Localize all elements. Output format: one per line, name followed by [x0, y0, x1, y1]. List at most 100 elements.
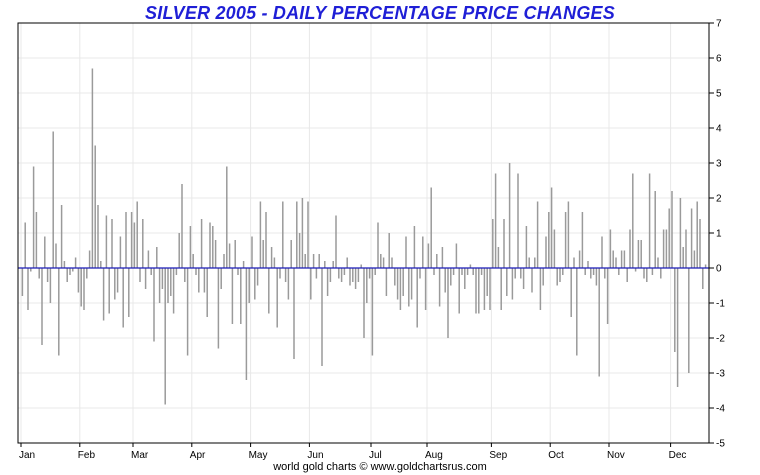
- y-tick-label: -5: [716, 439, 725, 450]
- bar: [256, 268, 259, 286]
- bar: [416, 268, 418, 328]
- bar: [436, 254, 438, 268]
- x-tick-label: Jun: [307, 450, 323, 461]
- bar: [178, 233, 180, 268]
- bar: [562, 268, 564, 275]
- bar: [35, 212, 38, 268]
- bar: [49, 268, 52, 303]
- bar: [161, 268, 164, 289]
- bar: [259, 201, 262, 268]
- bar: [24, 222, 26, 268]
- bar: [41, 268, 43, 345]
- bar: [363, 268, 365, 338]
- bar: [478, 268, 480, 314]
- bar: [514, 268, 516, 279]
- bar: [80, 268, 82, 307]
- bar: [618, 268, 620, 275]
- bar: [240, 268, 242, 324]
- x-tick-label: May: [249, 450, 268, 461]
- x-tick-label: Oct: [548, 450, 564, 461]
- bar: [156, 247, 158, 268]
- bar: [489, 268, 491, 310]
- bar: [158, 268, 161, 303]
- bar: [371, 268, 374, 356]
- bar: [105, 215, 108, 268]
- bar: [422, 236, 424, 268]
- bar: [427, 243, 430, 268]
- bar: [287, 268, 290, 300]
- bar: [595, 268, 598, 286]
- y-tick-label: 3: [716, 159, 722, 170]
- bar: [231, 268, 234, 324]
- bar: [433, 268, 435, 275]
- bar: [405, 236, 407, 268]
- bar: [548, 212, 550, 268]
- bar: [122, 268, 124, 328]
- bar: [632, 173, 634, 268]
- bar: [242, 261, 245, 268]
- bar: [111, 219, 113, 268]
- bar: [293, 268, 295, 359]
- y-tick-label: 5: [716, 89, 722, 100]
- bar: [665, 229, 668, 268]
- bar: [447, 268, 449, 338]
- bar: [304, 254, 306, 268]
- bar: [570, 268, 572, 317]
- bar: [357, 268, 360, 282]
- bar: [144, 268, 147, 289]
- bar: [640, 240, 642, 268]
- bar: [430, 187, 432, 268]
- bar: [100, 261, 102, 268]
- bar: [576, 268, 578, 356]
- bar: [567, 201, 570, 268]
- bar: [72, 268, 74, 272]
- bar: [539, 268, 542, 310]
- bar: [623, 250, 626, 268]
- bar: [74, 257, 77, 268]
- bar: [609, 229, 612, 268]
- bar: [245, 268, 248, 380]
- bar: [531, 268, 533, 293]
- bar: [234, 240, 236, 268]
- bar: [542, 268, 544, 286]
- bar: [206, 268, 208, 317]
- bar: [564, 212, 567, 268]
- bar: [66, 268, 68, 282]
- x-tick-label: Aug: [425, 450, 443, 461]
- bar: [704, 264, 707, 268]
- bar: [413, 226, 416, 268]
- bar: [150, 268, 152, 275]
- bar: [391, 257, 393, 268]
- bar: [136, 201, 138, 268]
- bar: [298, 233, 301, 268]
- bar: [643, 268, 645, 279]
- x-tick-label: Sep: [489, 450, 507, 461]
- bar: [682, 247, 684, 268]
- bar: [620, 250, 623, 268]
- bar: [192, 254, 194, 268]
- bar: [402, 268, 404, 296]
- bar: [688, 268, 690, 373]
- y-tick-label: -1: [716, 299, 725, 310]
- bar: [270, 247, 273, 268]
- bar: [167, 268, 169, 303]
- bar: [469, 264, 472, 268]
- bar: [251, 236, 253, 268]
- bar: [248, 268, 250, 303]
- bar: [592, 268, 595, 275]
- bar: [21, 268, 24, 296]
- bar: [615, 257, 617, 268]
- bar: [69, 268, 71, 275]
- bar: [186, 268, 189, 356]
- bar: [184, 268, 186, 282]
- bar: [354, 268, 357, 289]
- bar: [629, 229, 631, 268]
- bar: [38, 268, 40, 279]
- bar: [637, 240, 640, 268]
- bar: [455, 243, 458, 268]
- x-tick-label: Jan: [19, 450, 35, 461]
- bar: [486, 268, 488, 296]
- bar: [556, 268, 558, 286]
- bar: [545, 236, 547, 268]
- bar: [550, 187, 553, 268]
